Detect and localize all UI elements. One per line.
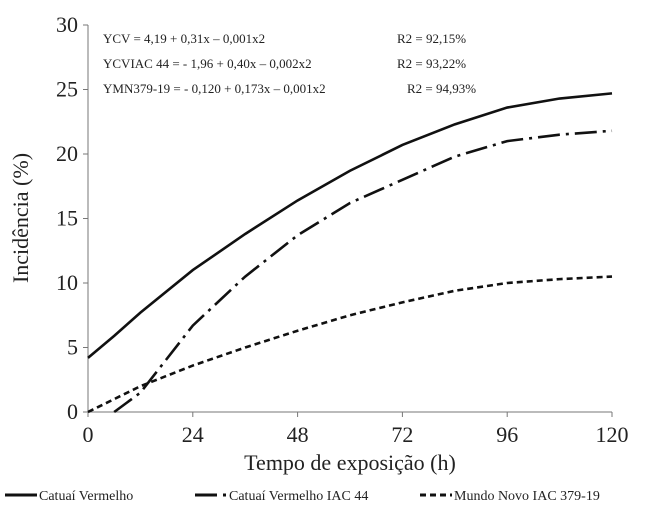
x-tick-label: 48: [287, 422, 309, 447]
legend-label: Catuaí Vermelho: [39, 489, 133, 504]
x-tick-label: 96: [496, 422, 518, 447]
y-tick-label: 10: [56, 270, 78, 295]
r2-label: R2 = 94,93%: [407, 81, 476, 96]
series-line: [87, 275, 613, 414]
y-tick-label: 20: [56, 141, 78, 166]
r2-label: R2 = 92,15%: [397, 31, 466, 46]
legend-label: Catuaí Vermelho IAC 44: [229, 489, 368, 504]
y-axis-label: Incidência (%): [8, 153, 33, 283]
y-tick-label: 5: [67, 335, 78, 360]
r2-label: R2 = 93,22%: [397, 56, 466, 71]
equation: YCVIAC 44 = - 1,96 + 0,40x – 0,002x2: [103, 56, 312, 71]
x-axis-label: Tempo de exposição (h): [244, 450, 456, 475]
x-tick-label: 24: [182, 422, 204, 447]
y-tick-label: 15: [56, 206, 78, 231]
legend-label: Mundo Novo IAC 379-19: [454, 489, 600, 504]
x-tick-label: 120: [596, 422, 629, 447]
series-line: [87, 92, 613, 359]
y-tick-label: 25: [56, 77, 78, 102]
x-tick-label: 0: [83, 422, 94, 447]
equation: YMN379-19 = - 0,120 + 0,173x – 0,001x2: [103, 81, 326, 96]
series-line: [113, 129, 613, 414]
x-tick-label: 72: [391, 422, 413, 447]
y-tick-label: 30: [56, 12, 78, 37]
equation: YCV = 4,19 + 0,31x – 0,001x2: [103, 31, 265, 46]
y-tick-label: 0: [67, 399, 78, 424]
